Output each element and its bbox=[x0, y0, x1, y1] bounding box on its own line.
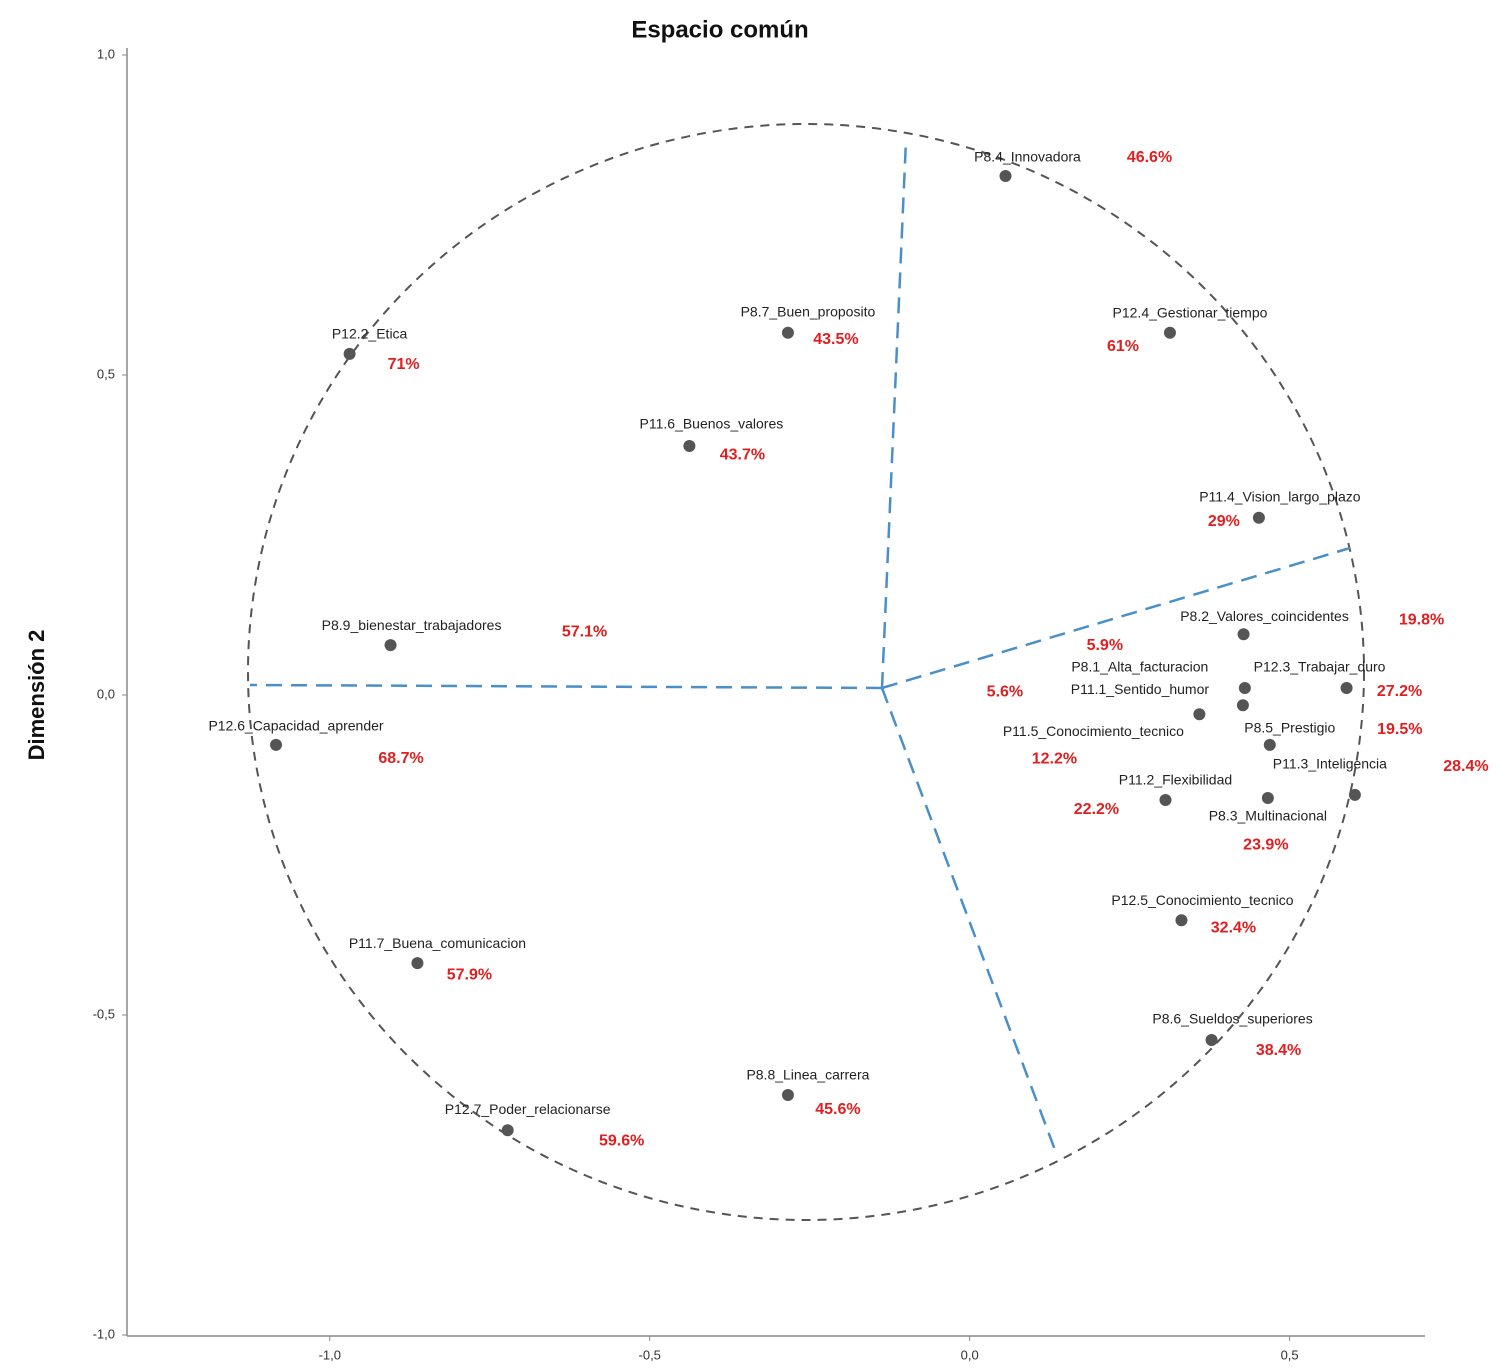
point-label: 71% bbox=[388, 356, 420, 373]
point bbox=[1205, 1033, 1218, 1046]
point bbox=[270, 738, 283, 751]
point bbox=[384, 639, 397, 652]
x-tick-label: -1,0 bbox=[319, 1347, 341, 1362]
point-label: 27.2% bbox=[1377, 683, 1422, 700]
point bbox=[683, 440, 696, 453]
y-tick-label: 0,0 bbox=[97, 686, 115, 701]
point-label: 68.7% bbox=[378, 750, 423, 767]
point-name: P11.7_Buena_comunicacion bbox=[349, 935, 526, 951]
point bbox=[1236, 699, 1249, 712]
point-name: P8.1_Alta_facturacion bbox=[1071, 659, 1208, 675]
point-label: 19.8% bbox=[1399, 611, 1444, 628]
point-label: 32.4% bbox=[1211, 919, 1256, 936]
point-name: P8.7_Buen_proposito bbox=[741, 303, 876, 319]
point-name: P12.7_Poder_relacionarse bbox=[445, 1101, 611, 1117]
point bbox=[1348, 788, 1361, 801]
point bbox=[1163, 326, 1176, 339]
point-label: 46.6% bbox=[1127, 149, 1172, 166]
sector-line bbox=[880, 687, 1057, 1151]
point bbox=[501, 1124, 514, 1137]
point-label: 5.9% bbox=[1087, 637, 1123, 654]
point-name: P8.8_Linea_carrera bbox=[746, 1067, 869, 1083]
point-label: 19.5% bbox=[1377, 721, 1422, 738]
circle bbox=[247, 123, 1365, 1221]
point-name: P12.6_Capacidad_aprender bbox=[208, 718, 383, 734]
sector-line bbox=[881, 546, 1351, 690]
point bbox=[1263, 738, 1276, 751]
point bbox=[999, 169, 1012, 182]
point-name: P12.3_Trabajar_duro bbox=[1254, 659, 1386, 675]
point-label: 5.6% bbox=[987, 683, 1023, 700]
point-name: P11.6_Buenos_valores bbox=[640, 416, 784, 432]
point bbox=[1175, 914, 1188, 927]
point bbox=[1340, 681, 1353, 694]
point-label: 29% bbox=[1208, 513, 1240, 530]
point bbox=[781, 1089, 794, 1101]
point bbox=[1237, 628, 1250, 641]
point-name: P8.3_Multinacional bbox=[1209, 808, 1327, 824]
point-name: P11.5_Conocimiento_tecnico bbox=[1003, 723, 1184, 739]
point-label: 22.2% bbox=[1074, 801, 1119, 818]
point-label: 43.5% bbox=[813, 331, 858, 348]
point bbox=[1238, 681, 1251, 694]
point-name: P11.1_Sentido_humor bbox=[1071, 681, 1210, 697]
point bbox=[1261, 792, 1274, 805]
point-label: 43.7% bbox=[720, 446, 765, 463]
x-tick-label: 0,5 bbox=[1281, 1347, 1299, 1362]
x-tick-label: -0,5 bbox=[639, 1347, 661, 1362]
y-tick-label: -0,5 bbox=[93, 1006, 115, 1021]
y-axis-title: Dimensión 2 bbox=[24, 630, 49, 761]
point-name: P8.6_Sueldos_superiores bbox=[1152, 1011, 1312, 1027]
point-name: P8.5_Prestigio bbox=[1244, 720, 1335, 736]
point bbox=[1252, 511, 1265, 524]
point-label: 23.9% bbox=[1243, 836, 1288, 853]
point-name: P12.2_Etica bbox=[332, 326, 408, 342]
point-label: 57.9% bbox=[447, 966, 492, 983]
y-tick-label: 0,5 bbox=[97, 366, 115, 381]
sector-lines bbox=[249, 139, 1351, 1151]
point-name: P8.9_bienestar_trabajadores bbox=[322, 617, 502, 633]
point-name: P11.4_Vision_largo_plazo bbox=[1199, 488, 1361, 504]
point-name: P11.2_Flexibilidad bbox=[1119, 772, 1232, 788]
point-name: P8.4_Innovadora bbox=[974, 149, 1081, 165]
y-tick-label: 1,0 bbox=[97, 46, 115, 61]
point bbox=[411, 957, 424, 970]
point-label: 28.4% bbox=[1443, 758, 1488, 775]
point-label: 45.6% bbox=[815, 1101, 860, 1118]
x-tick-label: 0,0 bbox=[961, 1347, 979, 1362]
point-name: P11.3_Inteligencia bbox=[1273, 756, 1387, 772]
point-label: 57.1% bbox=[562, 623, 607, 640]
point-label: 12.2% bbox=[1032, 750, 1077, 767]
y-tick-label: -1,0 bbox=[93, 1326, 115, 1341]
point bbox=[1193, 708, 1206, 721]
point-name: P12.5_Conocimiento_tecnico bbox=[1111, 892, 1293, 908]
point-name: P8.2_Valores_coincidentes bbox=[1180, 608, 1349, 624]
point-label: 61% bbox=[1107, 338, 1139, 355]
point bbox=[1159, 793, 1172, 806]
chart-title: Espacio común bbox=[631, 16, 808, 43]
point-label: 38.4% bbox=[1256, 1042, 1301, 1059]
point bbox=[343, 347, 356, 360]
point-name: P12.4_Gestionar_tiempo bbox=[1113, 304, 1268, 320]
point-label: 59.6% bbox=[599, 1132, 644, 1149]
sector-line bbox=[249, 683, 883, 690]
point bbox=[781, 326, 794, 339]
sector-line bbox=[880, 139, 908, 689]
